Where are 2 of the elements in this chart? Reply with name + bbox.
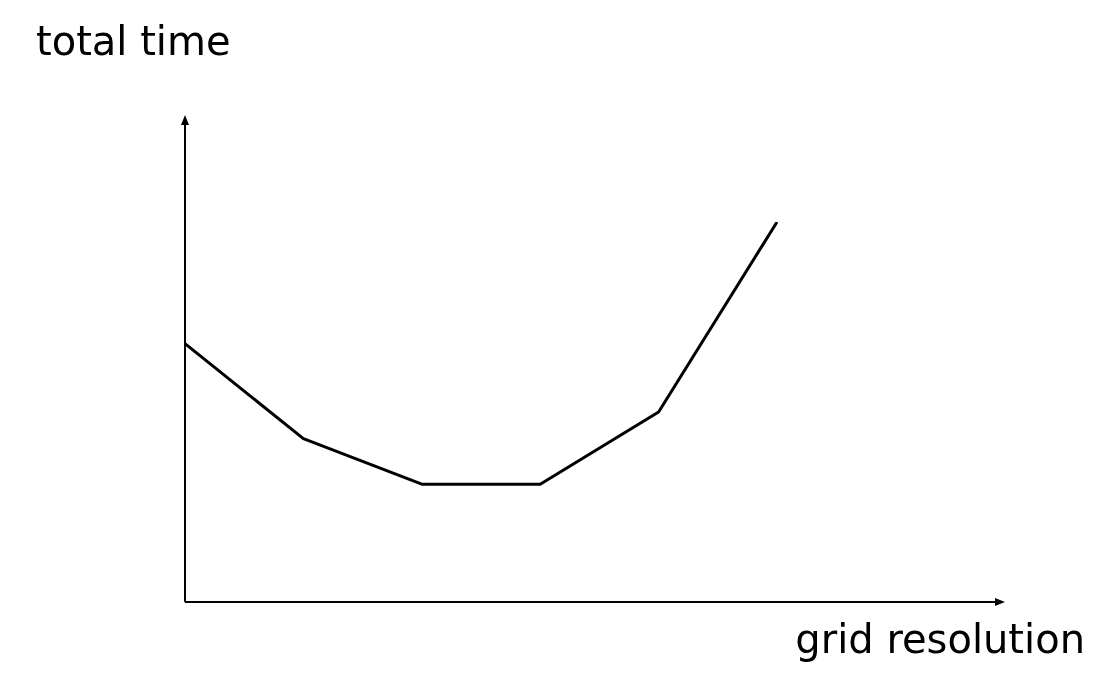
chart-title: total time [36, 17, 231, 66]
x-axis-title: grid resolution [795, 615, 1085, 664]
